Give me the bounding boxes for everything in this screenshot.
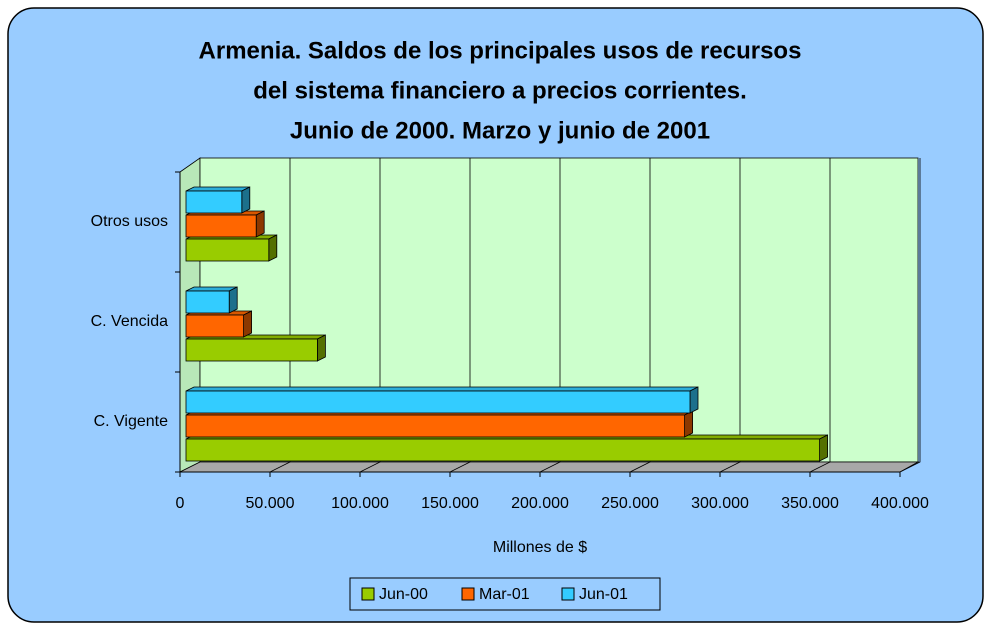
bar — [185, 210, 265, 238]
bar-side — [819, 434, 828, 462]
bar-side — [684, 410, 693, 438]
grid-line — [899, 158, 921, 473]
legend-label: Mar-01 — [479, 586, 530, 603]
legend-swatch — [361, 587, 375, 601]
bar-front — [185, 438, 820, 462]
grid-line — [809, 158, 831, 473]
grid-line — [449, 158, 471, 473]
grid-line — [539, 158, 561, 473]
x-tick-label: 200.000 — [511, 495, 569, 512]
legend-label: Jun-01 — [579, 586, 628, 603]
bar-front — [185, 414, 686, 438]
bar-front — [185, 190, 243, 214]
y-tick-label: Otros usos — [91, 213, 168, 230]
bar-front — [185, 214, 257, 238]
grid-line — [269, 158, 291, 473]
bar-side — [316, 334, 326, 362]
bar-front — [185, 290, 230, 314]
bar-front — [185, 238, 270, 262]
bar — [185, 186, 251, 214]
y-tick-label: C. Vencida — [91, 313, 168, 330]
grid-line — [719, 158, 741, 473]
x-tick-label: 100.000 — [331, 495, 389, 512]
bar — [185, 410, 693, 438]
floor — [179, 461, 920, 473]
x-tick-label: 150.000 — [421, 495, 479, 512]
bar-front — [185, 338, 318, 362]
chart-title: del sistema financiero a precios corrien… — [253, 77, 747, 104]
bar-front — [185, 390, 691, 414]
chart-title: Junio de 2000. Marzo y junio de 2001 — [290, 117, 710, 144]
grid-line — [629, 158, 651, 473]
bar — [185, 386, 699, 414]
bar — [185, 286, 238, 314]
bar — [185, 434, 828, 462]
chart-title: Armenia. Saldos de los principales usos … — [199, 37, 802, 64]
bar-side — [689, 386, 699, 414]
bar-top — [185, 186, 250, 192]
x-tick-label: 350.000 — [781, 495, 839, 512]
bar-top — [185, 386, 699, 392]
y-tick-label: C. Vigente — [94, 413, 169, 430]
bar-side — [268, 234, 278, 262]
x-tick-label: 300.000 — [691, 495, 749, 512]
bar-side — [255, 210, 265, 238]
x-axis-title: Millones de $ — [493, 539, 587, 556]
bar-side — [241, 186, 251, 214]
x-tick-label: 50.000 — [246, 495, 295, 512]
x-tick-label: 0 — [176, 495, 185, 512]
legend — [349, 577, 661, 611]
bar — [185, 310, 253, 338]
legend-swatch — [461, 587, 475, 601]
x-tick-label: 400.000 — [871, 495, 929, 512]
x-tick-label: 250.000 — [601, 495, 659, 512]
legend-label: Jun-00 — [379, 586, 428, 603]
bar-front — [185, 314, 244, 338]
bar-side — [243, 310, 253, 338]
bar — [185, 234, 278, 262]
grid-line — [359, 158, 381, 473]
legend-swatch — [561, 587, 575, 601]
bar-side — [228, 286, 238, 314]
bar — [185, 334, 326, 362]
